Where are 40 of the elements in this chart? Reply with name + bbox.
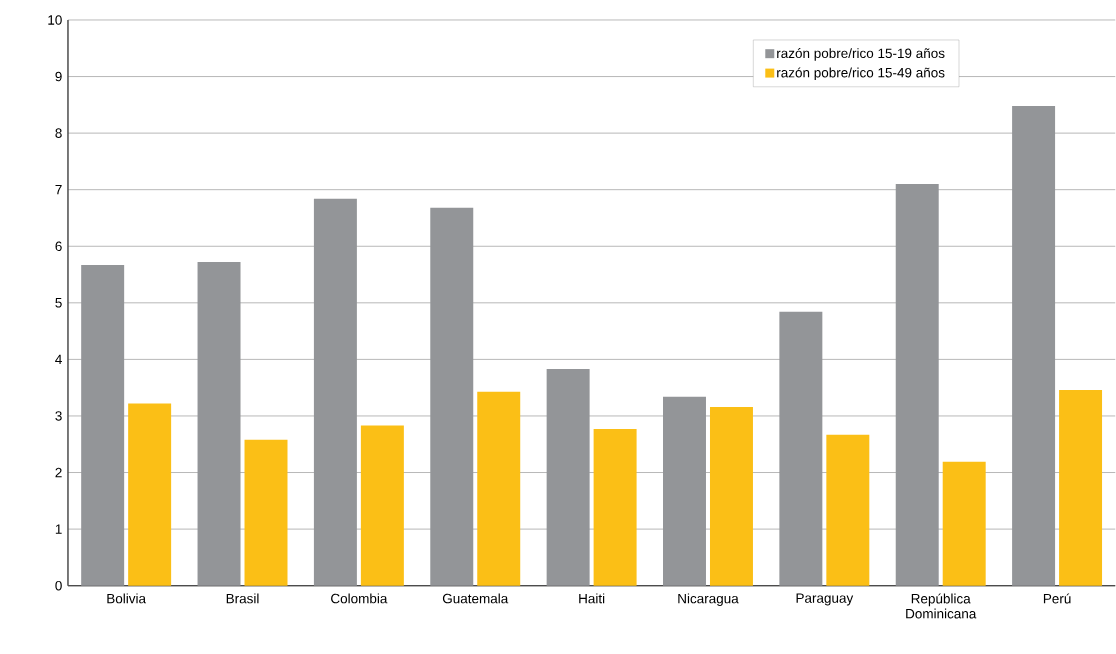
bar xyxy=(81,265,125,586)
y-tick-label: 5 xyxy=(55,298,62,308)
bar xyxy=(244,439,288,586)
bar xyxy=(942,461,986,586)
y-tick-label: 3 xyxy=(55,411,62,421)
bar xyxy=(593,429,637,586)
x-tick-label: Bolivia xyxy=(107,593,147,604)
x-tick-label: Guatemala xyxy=(442,593,509,604)
bar xyxy=(1059,390,1103,586)
bar xyxy=(430,207,474,586)
y-tick-label: 6 xyxy=(55,241,62,252)
y-tick-label: 10 xyxy=(48,15,62,25)
y-tick-label: 8 xyxy=(55,128,62,139)
bar xyxy=(313,198,357,586)
bar xyxy=(663,396,706,586)
bar xyxy=(826,434,870,586)
bar xyxy=(128,403,172,586)
y-tick-label: 7 xyxy=(55,185,62,195)
y-tick-label: 2 xyxy=(55,468,62,478)
bar xyxy=(1012,106,1056,586)
x-tick-label: Colombia xyxy=(331,593,388,604)
bar xyxy=(779,312,823,586)
x-tick-label: Paraguay xyxy=(796,593,854,606)
x-tick-label: Nicaragua xyxy=(678,593,739,607)
x-tick-label: Brasil xyxy=(226,593,259,604)
y-tick-label: 4 xyxy=(55,354,62,365)
x-tick-label: Haiti xyxy=(579,593,605,604)
bar xyxy=(360,425,404,586)
x-tick-label: Perú xyxy=(1043,593,1071,604)
bar xyxy=(477,391,521,586)
bar xyxy=(197,262,241,586)
legend-label: razón pobre/rico 15-49 años xyxy=(777,67,945,81)
bar xyxy=(546,369,590,586)
legend-label: razón pobre/rico 15-19 años xyxy=(777,48,945,61)
bar xyxy=(895,184,939,586)
y-tick-label: 0 xyxy=(55,581,62,591)
y-tick-label: 9 xyxy=(55,71,62,82)
bar xyxy=(709,407,753,586)
y-tick-label: 1 xyxy=(55,524,62,534)
x-tick-label: República Dominicana xyxy=(906,593,977,619)
